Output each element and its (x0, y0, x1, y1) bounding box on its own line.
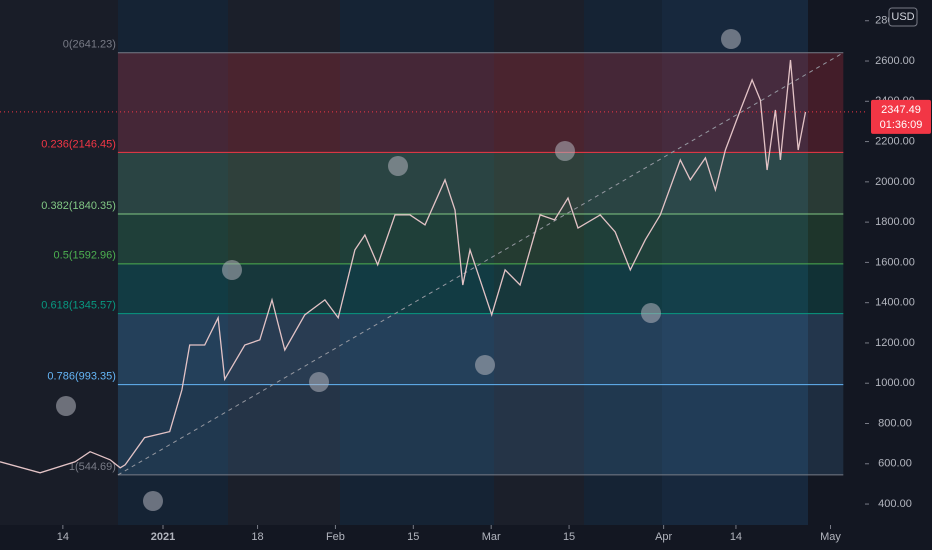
fib-trend (117, 52, 844, 476)
marker[interactable] (555, 141, 575, 161)
x-tick-label: Mar (482, 531, 501, 543)
countdown: 01:36:09 (880, 119, 923, 131)
y-tick-label: 1000.00 (875, 377, 915, 389)
y-tick-label: 1400.00 (875, 297, 915, 309)
last-price-box (871, 99, 931, 134)
fib-label: 0.5(1592.96) (54, 250, 116, 262)
marker[interactable] (143, 491, 163, 511)
price-line (0, 59, 807, 474)
fib-label: 0(2641.23) (63, 39, 116, 51)
session-bands (0, 0, 808, 525)
band (228, 0, 340, 525)
y-tick-label: 1600.00 (875, 256, 915, 268)
marker[interactable] (222, 260, 242, 280)
marker[interactable] (641, 303, 661, 323)
currency: USD (891, 11, 914, 23)
marker[interactable] (475, 355, 495, 375)
fib-zone (117, 152, 844, 214)
x-tick-label: Apr (655, 531, 672, 543)
y-tick-label: 2200.00 (875, 135, 915, 147)
y-tick-label: 1800.00 (875, 216, 915, 228)
marker[interactable] (388, 156, 408, 176)
x-tick-label: 14 (730, 531, 742, 543)
x-tick-label: 18 (251, 531, 263, 543)
x-tick-label: 15 (563, 531, 575, 543)
marker[interactable] (56, 396, 76, 416)
x-axis-panel (0, 525, 932, 550)
y-axis-panel (865, 0, 932, 550)
axes: 400.00 600.00 800.00 1000.00 1200.00 1400.00 1… (57, 15, 931, 543)
fib-label: 0.382(1840.35) (41, 200, 116, 212)
plot (0, 59, 865, 474)
fib-retracement: 0(2641.23) 0.236(2146.45) 0.382(1840.35) 0.… (41, 39, 844, 476)
x-tick-label: 2021 (151, 531, 175, 543)
currency-badge[interactable] (888, 7, 918, 27)
fib-label: 0.618(1345.57) (41, 300, 116, 312)
event-markers (56, 29, 741, 511)
fib-zone (117, 52, 844, 153)
band (494, 0, 584, 525)
y-tick-label: 2600.00 (875, 55, 915, 67)
band (0, 0, 118, 525)
fib-zone (117, 213, 844, 264)
fib-label: 1(544.69) (69, 461, 116, 473)
x-tick-label: Feb (326, 531, 345, 543)
y-tick-label: 800.00 (878, 417, 912, 429)
y-tick-label: 400.00 (878, 498, 912, 510)
band (584, 0, 662, 525)
y-tick-label: 600.00 (878, 458, 912, 470)
fib-label: 0.786(993.35) (47, 370, 116, 382)
y-tick-label: 1200.00 (875, 337, 915, 349)
fib-zone (117, 384, 844, 475)
x-tick-label: 15 (407, 531, 419, 543)
marker[interactable] (721, 29, 741, 49)
band (340, 0, 494, 525)
fib-label: 0.236(2146.45) (41, 138, 116, 150)
last-price-label: 2347.49 (881, 104, 921, 116)
x-tick-label: 14 (57, 531, 69, 543)
band (118, 0, 228, 525)
marker[interactable] (309, 372, 329, 392)
y-tick-label: 2000.00 (875, 176, 915, 188)
x-tick-label: May (820, 531, 841, 543)
